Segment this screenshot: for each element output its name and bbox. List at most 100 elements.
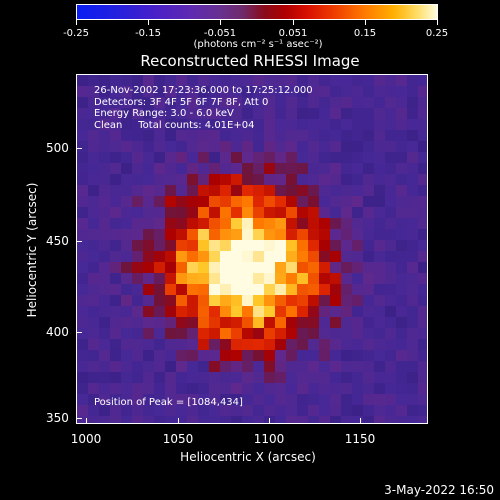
intensity-cell: [297, 108, 308, 119]
y-tickmark: [76, 148, 82, 149]
intensity-cell: [165, 75, 176, 86]
intensity-cell: [396, 339, 407, 350]
intensity-cell: [187, 163, 198, 174]
intensity-cell: [374, 284, 385, 295]
intensity-cell: [77, 372, 88, 383]
intensity-cell: [363, 350, 374, 361]
intensity-cell: [330, 130, 341, 141]
intensity-cell: [385, 383, 396, 394]
intensity-cell: [407, 262, 418, 273]
intensity-cell: [407, 185, 418, 196]
intensity-cell: [297, 328, 308, 339]
intensity-cell: [352, 229, 363, 240]
intensity-cell: [77, 86, 88, 97]
intensity-cell: [341, 306, 352, 317]
intensity-cell: [341, 75, 352, 86]
intensity-cell: [363, 372, 374, 383]
intensity-cell: [418, 185, 427, 196]
intensity-cell: [374, 240, 385, 251]
intensity-cell: [198, 119, 209, 130]
intensity-cell: [286, 306, 297, 317]
intensity-cell: [132, 405, 143, 416]
intensity-cell: [198, 328, 209, 339]
intensity-cell: [198, 405, 209, 416]
intensity-cell: [363, 75, 374, 86]
intensity-cell: [231, 372, 242, 383]
intensity-cell: [363, 383, 374, 394]
intensity-cell: [352, 339, 363, 350]
intensity-cell: [330, 273, 341, 284]
intensity-cell: [110, 240, 121, 251]
intensity-cell: [154, 86, 165, 97]
intensity-cell: [231, 97, 242, 108]
intensity-cell: [165, 273, 176, 284]
intensity-cell: [99, 141, 110, 152]
colorbar-units: (photons cm⁻² s⁻¹ asec⁻²): [193, 39, 323, 50]
intensity-cell: [297, 218, 308, 229]
intensity-cell: [88, 339, 99, 350]
intensity-cell: [176, 405, 187, 416]
intensity-cell: [407, 141, 418, 152]
intensity-cell: [286, 207, 297, 218]
intensity-cell: [385, 229, 396, 240]
intensity-cell: [187, 295, 198, 306]
intensity-cell: [121, 207, 132, 218]
intensity-cell: [209, 361, 220, 372]
intensity-cell: [418, 361, 427, 372]
intensity-cell: [121, 196, 132, 207]
intensity-cell: [154, 174, 165, 185]
intensity-cell: [88, 218, 99, 229]
intensity-cell: [253, 284, 264, 295]
intensity-cell: [363, 130, 374, 141]
intensity-cell: [253, 262, 264, 273]
intensity-cell: [418, 108, 427, 119]
intensity-cell: [198, 75, 209, 86]
x-tickmark: [178, 418, 179, 424]
intensity-cell: [165, 119, 176, 130]
intensity-cell: [77, 273, 88, 284]
y-tick-label: 400: [46, 325, 69, 339]
observation-info: 26-Nov-2002 17:23:36.000 to 17:25:12.000…: [94, 85, 313, 131]
intensity-cell: [187, 339, 198, 350]
intensity-cell: [220, 119, 231, 130]
intensity-cell: [88, 163, 99, 174]
intensity-cell: [253, 196, 264, 207]
intensity-cell: [374, 152, 385, 163]
intensity-cell: [396, 185, 407, 196]
intensity-cell: [121, 339, 132, 350]
intensity-cell: [143, 394, 154, 405]
intensity-cell: [209, 152, 220, 163]
intensity-cell: [231, 328, 242, 339]
intensity-cell: [396, 383, 407, 394]
intensity-cell: [88, 251, 99, 262]
intensity-cell: [187, 119, 198, 130]
intensity-cell: [374, 185, 385, 196]
colorbar-tick-label: 0.051: [278, 28, 308, 39]
intensity-cell: [330, 108, 341, 119]
intensity-cell: [341, 416, 352, 423]
x-tickmark: [360, 418, 361, 424]
intensity-cell: [275, 174, 286, 185]
intensity-cell: [198, 174, 209, 185]
intensity-cell: [187, 273, 198, 284]
intensity-cell: [220, 416, 231, 423]
intensity-cell: [198, 207, 209, 218]
intensity-cell: [132, 383, 143, 394]
intensity-cell: [264, 174, 275, 185]
intensity-cell: [275, 229, 286, 240]
intensity-cell: [110, 163, 121, 174]
intensity-cell: [275, 350, 286, 361]
intensity-cell: [308, 295, 319, 306]
intensity-cell: [418, 273, 427, 284]
intensity-cell: [330, 152, 341, 163]
intensity-cell: [264, 361, 275, 372]
intensity-cell: [308, 196, 319, 207]
intensity-cell: [363, 163, 374, 174]
intensity-cell: [297, 394, 308, 405]
intensity-cell: [330, 394, 341, 405]
intensity-cell: [319, 119, 330, 130]
intensity-cell: [165, 251, 176, 262]
intensity-cell: [77, 97, 88, 108]
intensity-cell: [187, 350, 198, 361]
intensity-cell: [330, 218, 341, 229]
